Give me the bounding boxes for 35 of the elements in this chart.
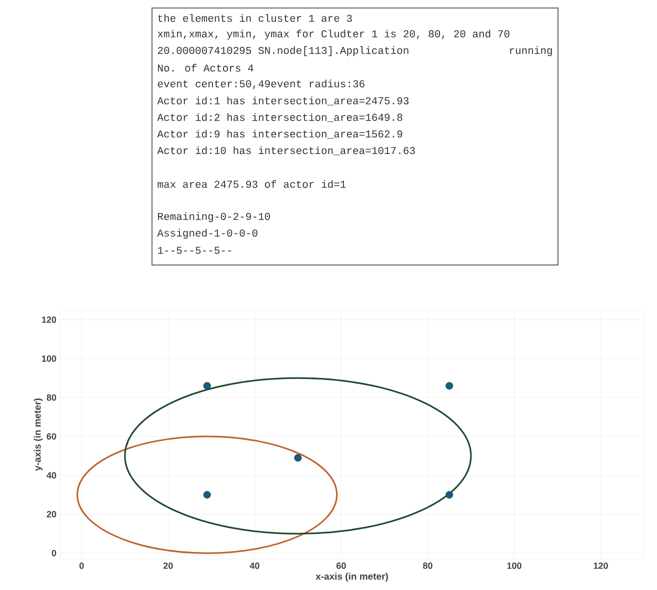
text: the elements in cluster 1 are 3 <box>158 14 352 22</box>
text: running <box>510 46 552 56</box>
y-tick-label: 100 <box>42 355 56 362</box>
x-tick-label: 120 <box>594 562 608 569</box>
point <box>446 490 454 499</box>
x-tick-label: 40 <box>250 562 260 569</box>
point <box>203 490 211 499</box>
point <box>446 382 454 390</box>
x-axis-title: x-axis (in meter) <box>316 572 388 582</box>
text: 20.000007410295 SN.node[113].Application <box>158 46 408 56</box>
y-axis-title: y-axis (in meter) <box>34 398 43 471</box>
point <box>294 454 302 462</box>
text: Actor id:9 has intersection_area=1562.9 <box>157 130 402 139</box>
text: Actor id:2 has intersection_area=1649.8 <box>157 113 402 122</box>
y-tick-label: 80 <box>46 394 56 401</box>
y-tick-label: 60 <box>46 433 56 440</box>
x-tick-label: 0 <box>79 562 84 569</box>
point <box>203 382 211 390</box>
x-tick-label: 20 <box>163 562 173 569</box>
y-tick-label: 40 <box>46 472 56 479</box>
text: No. of Actors 4 <box>158 64 254 72</box>
x-tick-label: 80 <box>422 562 432 569</box>
text: event center:50,49event radius:36 <box>158 80 364 90</box>
text: 1--5--5--5-- <box>158 246 232 254</box>
text: xmin,xmax, ymin, ymax for Cludter 1 is 20, 80, 20 and 70 <box>158 30 510 40</box>
text: Actor id:1 has intersection_area=2475.93 <box>157 96 409 106</box>
text: max area 2475.93 of actor id=1 <box>158 180 346 188</box>
x-tick-label: 100 <box>507 562 522 569</box>
text: Assigned-1-0-0-0 <box>157 228 258 239</box>
text: Remaining-0-2-9-10 <box>158 212 270 222</box>
x-tick-label: 60 <box>336 562 346 569</box>
text: Actor id:10 has intersection_area=1017.63 <box>157 146 415 156</box>
y-tick-label: 0 <box>52 550 56 556</box>
y-tick-label: 120 <box>42 316 56 323</box>
y-tick-label: 20 <box>46 511 56 518</box>
